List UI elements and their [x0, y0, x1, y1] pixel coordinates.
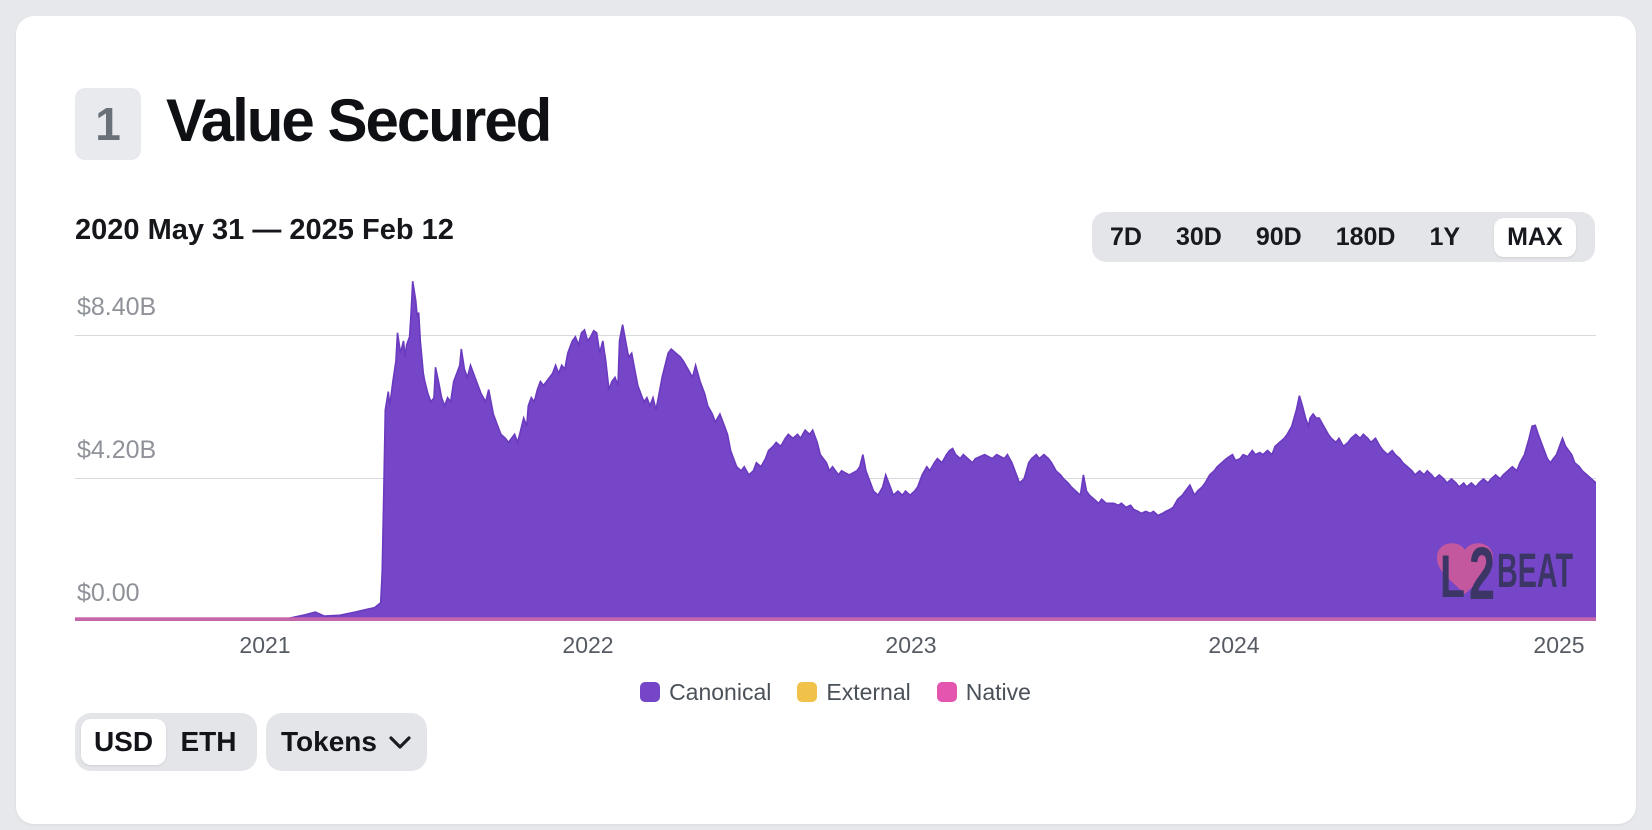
y-axis-label-8-4b: $8.40B [77, 293, 157, 321]
unit-button-usd[interactable]: USD [81, 719, 166, 765]
range-button-180d[interactable]: 180D [1335, 222, 1396, 251]
tokens-label: Tokens [281, 726, 377, 757]
range-button-max[interactable]: MAX [1494, 217, 1576, 257]
chevron-down-icon [389, 735, 411, 749]
value-secured-card: 1 Value Secured 2020 May 31 — 2025 Feb 1… [16, 16, 1636, 824]
canonical-area [75, 281, 1596, 621]
legend-label-external: External [826, 678, 911, 705]
unit-toggle: USD ETH [75, 713, 257, 771]
unit-button-eth[interactable]: ETH [180, 726, 237, 757]
legend-label-native: Native [965, 678, 1031, 705]
page-title: Value Secured [166, 87, 552, 154]
section-number-badge: 1 [75, 88, 141, 160]
native-series-strip [75, 617, 1596, 621]
x-axis-label-2024: 2024 [1208, 632, 1260, 658]
y-axis-label-0: $0.00 [77, 579, 140, 607]
area-chart-canvas[interactable] [75, 280, 1596, 621]
tokens-dropdown-button[interactable]: Tokens [266, 713, 427, 771]
heart-icon [1437, 543, 1493, 594]
legend-item-external[interactable]: External [797, 678, 911, 706]
x-axis-label-2022: 2022 [562, 632, 614, 658]
logo-letter-2: 2 [1469, 536, 1495, 600]
legend-item-native[interactable]: Native [936, 678, 1031, 706]
legend-item-canonical[interactable]: Canonical [640, 679, 771, 706]
range-button-1y[interactable]: 1Y [1429, 222, 1461, 251]
x-axis-label-2023: 2023 [885, 632, 937, 658]
y-axis-label-4-2b: $4.20B [77, 436, 157, 464]
section-number: 1 [95, 98, 121, 150]
native-swatch-icon [936, 682, 957, 702]
chart-legend: Canonical External Native [75, 676, 1596, 708]
logo-letters-beat: BEAT [1497, 545, 1573, 598]
canonical-area-outline [75, 281, 1596, 621]
l2beat-logo: L 2 BEAT [1437, 536, 1573, 600]
logo-letter-l: L [1440, 543, 1465, 600]
time-range-selector: 7D 30D 90D 180D 1Y MAX [1092, 212, 1595, 262]
legend-label-canonical: Canonical [669, 678, 772, 705]
external-swatch-icon [797, 682, 818, 702]
gridline-8-4b [75, 335, 1596, 336]
value-secured-chart[interactable]: $8.40B $4.20B $0.00 2021 2022 2023 2024 … [75, 280, 1596, 658]
range-button-30d[interactable]: 30D [1175, 222, 1222, 251]
date-range-label: 2020 May 31 — 2025 Feb 12 [75, 214, 454, 246]
x-axis-label-2025: 2025 [1533, 632, 1585, 658]
canonical-swatch-icon [640, 682, 661, 702]
range-button-7d[interactable]: 7D [1110, 222, 1142, 251]
x-axis-label-2021: 2021 [239, 632, 291, 658]
range-button-90d[interactable]: 90D [1255, 222, 1302, 251]
